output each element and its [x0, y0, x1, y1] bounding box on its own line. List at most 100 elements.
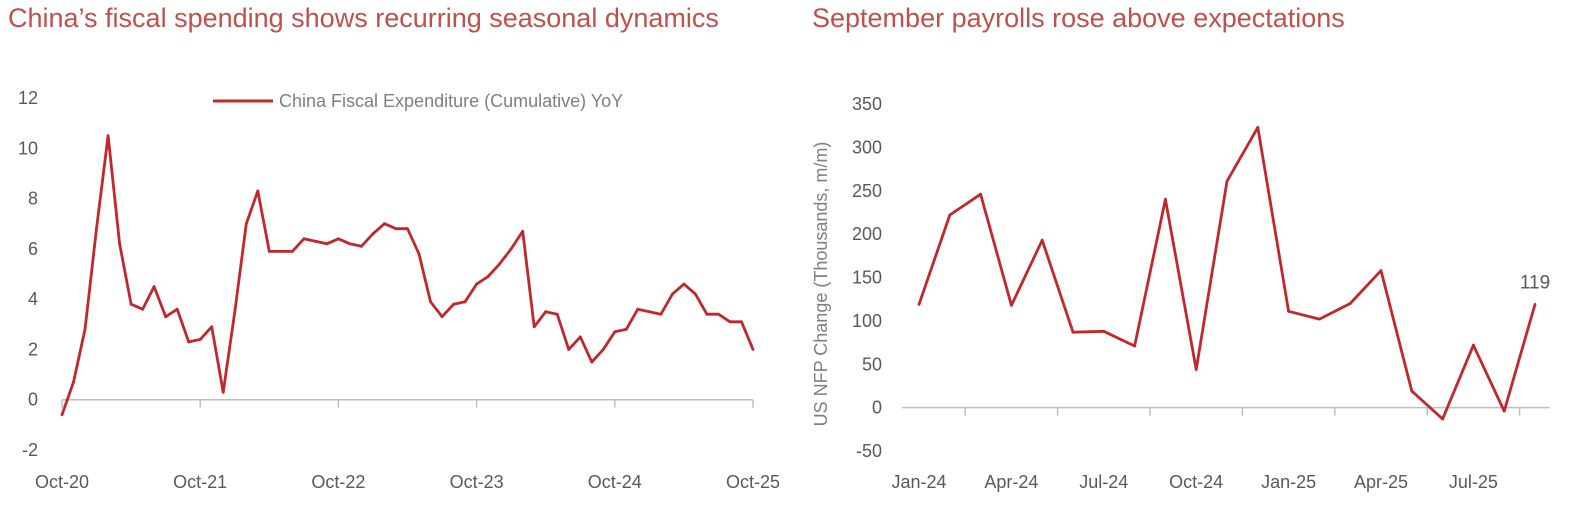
- data-point: [1071, 330, 1075, 334]
- data-point: [1348, 302, 1352, 305]
- data-point: [1225, 179, 1229, 183]
- data-point: [613, 330, 617, 334]
- x-tick-label: Oct-24: [588, 472, 642, 492]
- data-point: [1410, 389, 1414, 393]
- data-point: [141, 307, 145, 311]
- data-point: [624, 327, 628, 331]
- data-point: [740, 320, 743, 324]
- data-point: [636, 307, 640, 311]
- y-tick-label: 300: [852, 137, 882, 157]
- data-point: [1441, 417, 1444, 421]
- data-point: [521, 229, 525, 233]
- data-point: [578, 335, 582, 339]
- data-point: [1472, 343, 1475, 347]
- y-tick-label: 350: [852, 94, 882, 114]
- data-point: [452, 302, 455, 306]
- data-point: [659, 312, 663, 316]
- data-point: [187, 340, 191, 344]
- data-point: [1318, 317, 1321, 321]
- y-tick-label: 6: [28, 239, 38, 259]
- data-point: [314, 239, 317, 243]
- series-line-us-nfp-change: [917, 126, 1537, 421]
- data-point: [348, 242, 352, 246]
- data-point: [1256, 126, 1260, 129]
- data-point: [1010, 303, 1013, 307]
- data-point: [417, 252, 421, 256]
- y-tick-label: 0: [28, 390, 38, 410]
- data-point: [440, 315, 444, 319]
- data-point: [475, 282, 478, 286]
- x-tick-label: Oct-25: [726, 472, 780, 492]
- data-point: [917, 303, 921, 306]
- data-point: [95, 227, 98, 231]
- legend-label: China Fiscal Expenditure (Cumulative) Yo…: [279, 91, 623, 111]
- data-point: [429, 300, 432, 304]
- data-point: [383, 222, 386, 226]
- data-point: [979, 192, 982, 196]
- y-tick-label: 10: [18, 138, 38, 158]
- data-point: [671, 292, 674, 296]
- y-tick-label: -2: [22, 440, 38, 460]
- data-point: [567, 348, 571, 351]
- data-label: 119: [1520, 272, 1550, 293]
- data-point: [279, 250, 283, 253]
- y-tick-label: 100: [852, 311, 882, 331]
- x-tick-label: Apr-25: [1354, 472, 1408, 492]
- x-tick-label: Jul-24: [1079, 472, 1128, 492]
- data-point: [751, 348, 755, 351]
- left-chart-title: China’s fiscal spending shows recurring …: [8, 3, 719, 33]
- data-point: [210, 325, 214, 329]
- data-point: [705, 312, 709, 316]
- y-tick-label: 150: [852, 268, 882, 288]
- x-tick-label: Oct-20: [35, 472, 89, 492]
- data-point: [72, 380, 75, 384]
- data-point: [175, 307, 179, 311]
- data-point: [152, 285, 156, 288]
- data-point: [532, 325, 536, 329]
- x-tick-label: Oct-24: [1169, 472, 1223, 492]
- data-point: [256, 189, 260, 193]
- data-point: [509, 247, 513, 251]
- data-point: [129, 302, 133, 306]
- x-tick-label: Oct-23: [450, 472, 504, 492]
- data-point: [1287, 309, 1290, 313]
- data-point: [394, 227, 398, 231]
- data-point: [325, 242, 329, 246]
- data-point: [601, 348, 605, 351]
- data-point: [244, 222, 248, 226]
- data-point: [486, 275, 490, 278]
- data-point: [83, 327, 87, 331]
- data-point: [728, 320, 732, 324]
- x-tick-label: Jan-25: [1261, 472, 1316, 492]
- y-tick-label: 12: [18, 88, 38, 108]
- data-point: [221, 390, 225, 394]
- data-point: [198, 338, 202, 341]
- data-point: [1379, 269, 1383, 272]
- data-point: [682, 282, 686, 286]
- data-point: [118, 242, 121, 246]
- y-tick-label: -50: [856, 441, 882, 461]
- x-tick-label: Apr-24: [984, 472, 1038, 492]
- data-point: [267, 250, 271, 253]
- data-point: [1194, 368, 1198, 371]
- data-point: [590, 360, 594, 364]
- data-point: [717, 312, 720, 316]
- data-point: [1040, 238, 1044, 242]
- data-point: [60, 413, 64, 417]
- data-point: [233, 310, 237, 314]
- y-axis-label: US NFP Change (Thousands, m/m): [811, 142, 831, 427]
- data-point: [290, 250, 294, 253]
- data-point: [463, 300, 467, 304]
- data-point: [406, 227, 409, 231]
- x-tick-label: Oct-21: [173, 472, 227, 492]
- y-tick-label: 8: [28, 189, 38, 209]
- data-point: [1164, 198, 1167, 201]
- data-point: [1133, 344, 1136, 348]
- data-point: [360, 244, 363, 248]
- data-point: [948, 213, 952, 217]
- data-point: [164, 315, 168, 319]
- x-tick-label: Jan-24: [891, 472, 946, 492]
- x-tick-label: Jul-25: [1449, 472, 1498, 492]
- data-point: [302, 237, 306, 241]
